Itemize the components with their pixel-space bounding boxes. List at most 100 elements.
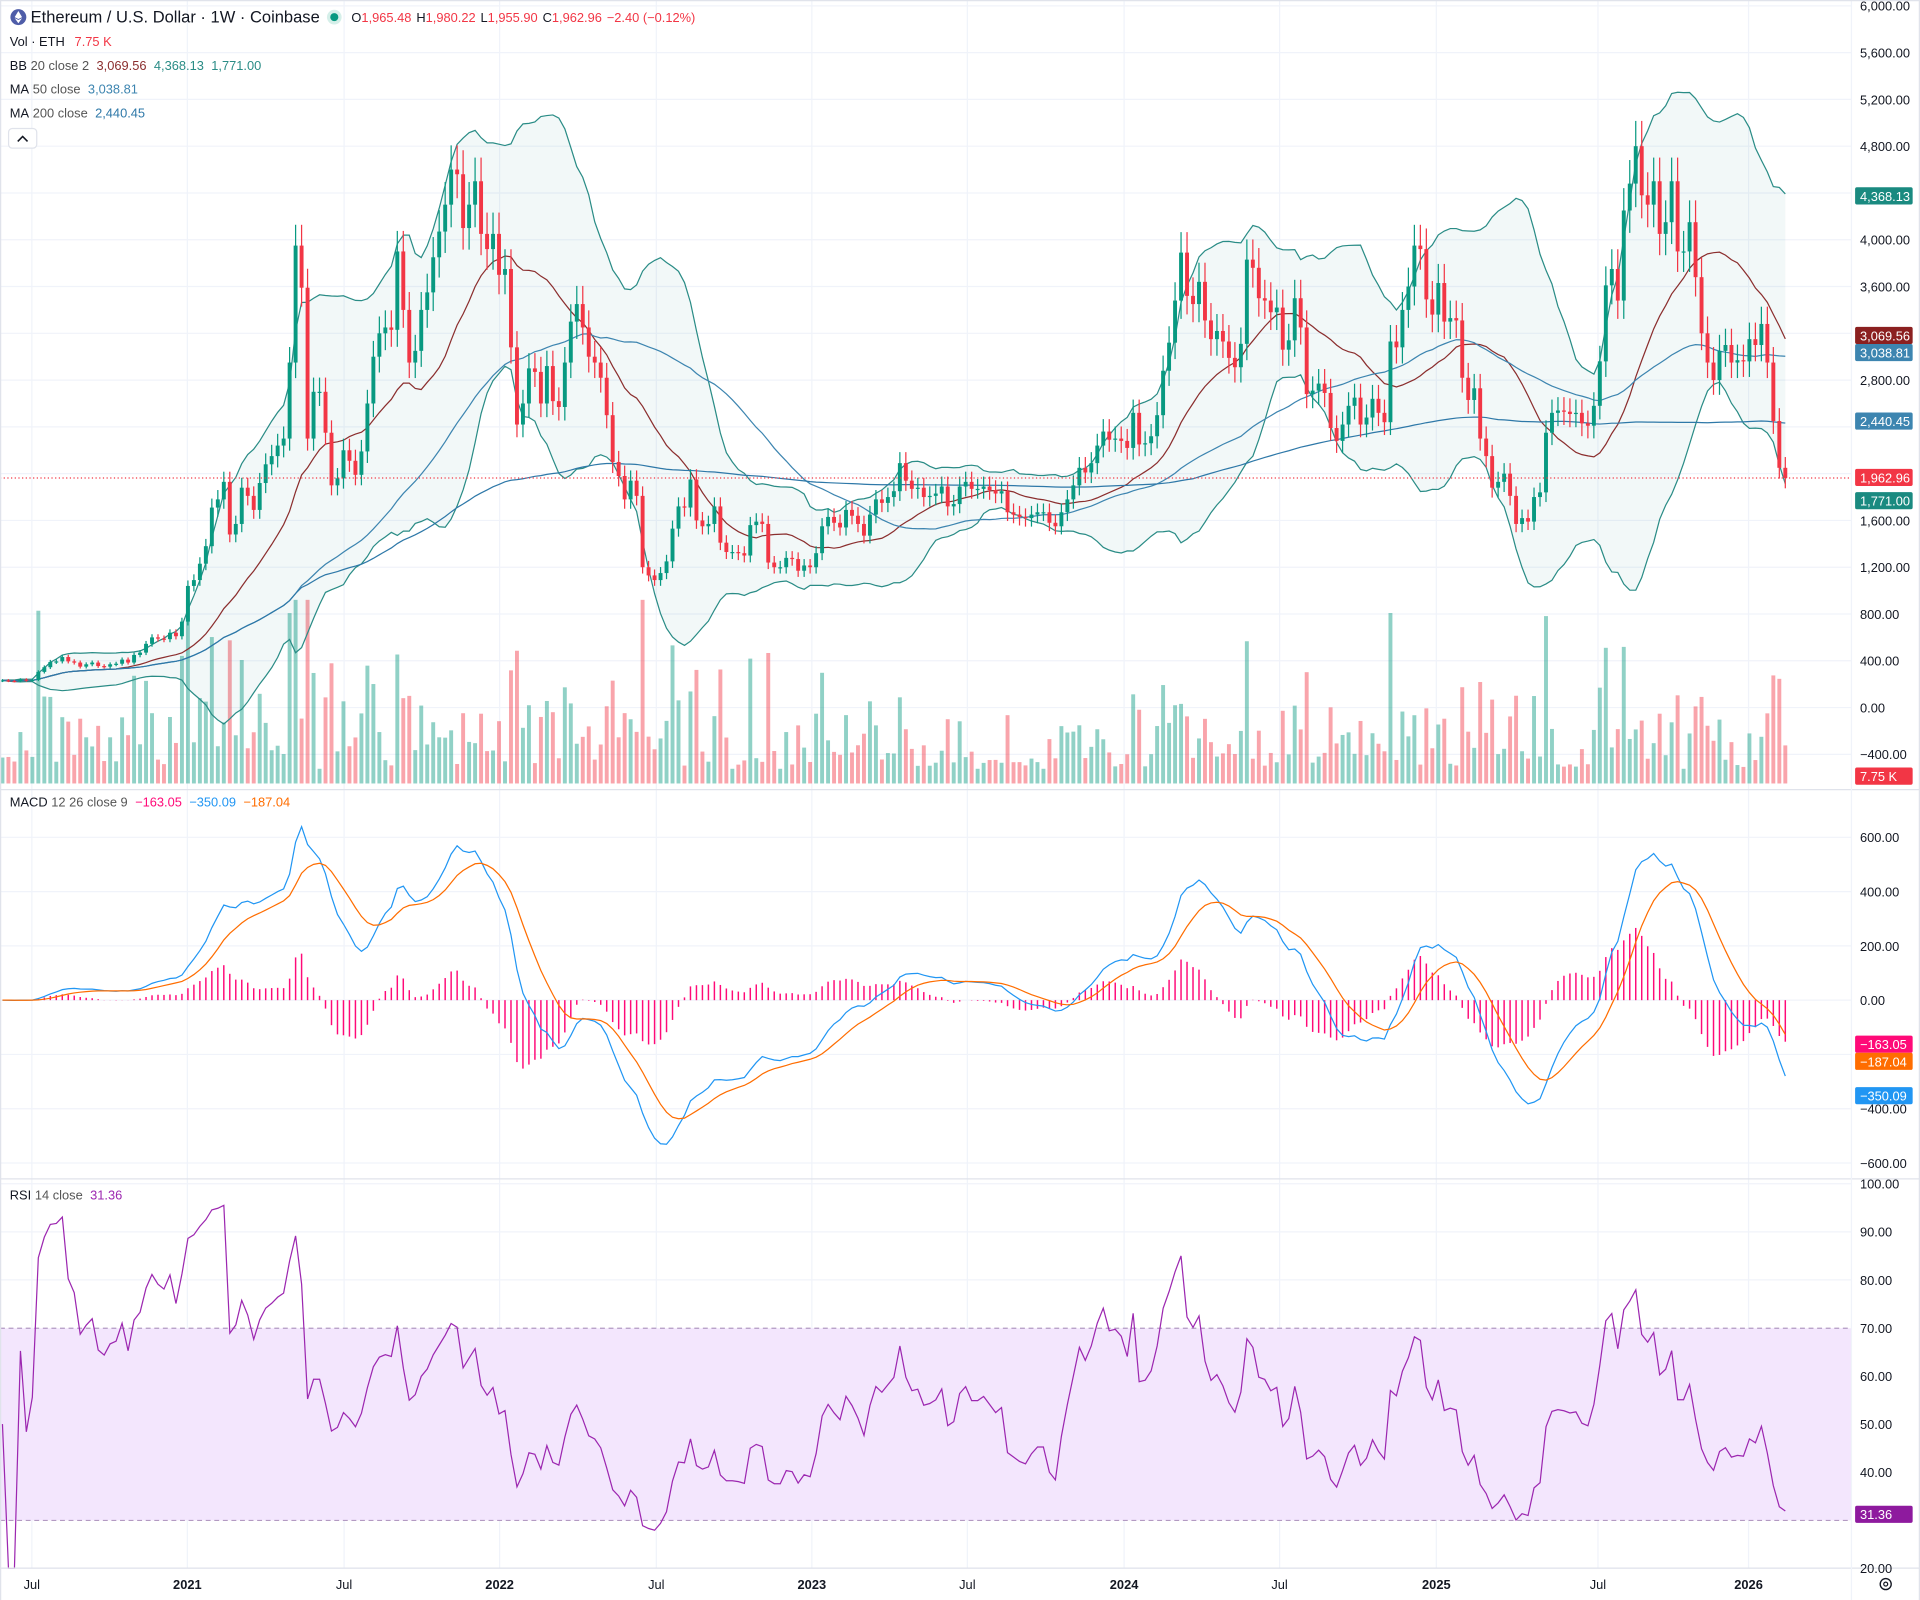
time-axis[interactable]: Jul 2021 Jul 2022 Jul 2023 Jul 2024 Jul 2025 Jul 20… — [24, 1577, 1763, 1592]
collapse-legend-button[interactable] — [7, 127, 38, 149]
candle-body — [969, 481, 974, 489]
symbol-header[interactable]: Ethereum / U.S. Dollar · 1W · Coinbase O… — [10, 8, 695, 27]
volume-bar — [891, 753, 896, 784]
volume-bar — [1203, 718, 1207, 784]
candle-body — [1675, 181, 1680, 252]
gear-icon-center — [1883, 1581, 1889, 1587]
candle-body — [401, 251, 406, 310]
ma50-badge-bg — [1855, 343, 1913, 362]
candle-body — [1256, 267, 1261, 299]
candle-body — [730, 552, 735, 554]
candle-body — [1478, 388, 1483, 439]
candle-body — [1095, 445, 1100, 464]
candle-body — [1490, 456, 1495, 488]
candle-body — [185, 585, 190, 622]
ma50-line — [2, 333, 1786, 682]
volume-bar — [1675, 695, 1680, 784]
volume-bar — [425, 744, 430, 784]
volume-bar — [54, 761, 59, 784]
volume-bar — [1478, 682, 1483, 784]
volume-bar — [1550, 728, 1554, 784]
volume-bar — [1663, 755, 1668, 784]
volume-bar — [1544, 616, 1548, 784]
volume-bar — [269, 750, 274, 784]
volume-bar — [574, 743, 579, 784]
volume-bar — [820, 672, 825, 784]
volume-bar — [48, 696, 53, 784]
volume-bar — [0, 757, 5, 784]
candle-body — [1394, 341, 1399, 348]
volume-bar — [305, 599, 310, 784]
volume-bar — [1149, 754, 1154, 784]
candle-body — [1071, 485, 1076, 500]
candle-body — [550, 366, 555, 402]
price-axis[interactable]: 6,000.00 5,600.00 5,200.00 4,800.00 4,000.00… — [1860, 0, 1910, 762]
candle-body — [1161, 370, 1166, 416]
volume-bar — [66, 721, 71, 784]
macd-axis[interactable]: 600.00 400.00 200.00 0.00 −400.00 −600.00 — [1860, 830, 1907, 1171]
volume-bar — [963, 757, 968, 784]
rsi-pane[interactable] — [1, 1204, 1786, 1569]
candle-body — [1436, 283, 1441, 315]
axis-label: 4,000.00 — [1860, 233, 1910, 248]
candle-body — [873, 499, 878, 515]
bb-legend[interactable]: BB 20 close 2 3,069.56 4,368.13 1,771.00 — [10, 58, 261, 73]
volume-legend[interactable]: Vol · ETH 7.75 K — [10, 34, 112, 49]
volume-bar — [993, 759, 998, 784]
price-badges: 4,368.13 3,069.56 3,038.81 2,440.45 1,962.96… — [1855, 187, 1913, 1523]
volume-bar — [1017, 762, 1022, 784]
chart-settings-button[interactable] — [1879, 1577, 1892, 1591]
macd-legend[interactable]: MACD 12 26 close 9 −163.05 −350.09 −187.04 — [10, 795, 290, 810]
volume-bar — [1280, 710, 1285, 784]
candle-body — [562, 362, 567, 407]
candle-body — [353, 460, 358, 475]
candle-body — [1382, 412, 1387, 423]
volume-bar — [335, 751, 340, 784]
ma50-legend[interactable]: MA 50 close 3,038.81 — [10, 82, 138, 97]
price-pane[interactable] — [0, 91, 1852, 725]
rsi-axis[interactable]: 100.00 90.00 80.00 70.00 60.00 50.00 40.00 20.0… — [1860, 1177, 1899, 1576]
ma200-legend[interactable]: MA 200 close 2,440.45 — [10, 106, 145, 121]
volume-bar — [126, 735, 131, 784]
candle-body — [497, 233, 501, 275]
candle-body — [215, 499, 220, 508]
candle-body — [1322, 383, 1327, 393]
volume-bar — [844, 715, 848, 784]
last-price-badge-bg — [1855, 468, 1913, 486]
volume-bar — [1765, 713, 1770, 784]
candle-body — [1304, 327, 1309, 395]
rsi-line — [1, 1204, 1786, 1569]
candle-body — [1352, 397, 1357, 406]
volume-bar — [1197, 738, 1201, 784]
candle-body — [754, 521, 759, 526]
rsi-legend[interactable]: RSI 14 close 31.36 — [10, 1188, 122, 1203]
candle-body — [736, 552, 741, 554]
volume-bar — [431, 722, 436, 784]
candle-body — [1203, 281, 1207, 321]
volume-bar — [323, 697, 328, 784]
candle-body — [341, 450, 346, 479]
volume-bar — [449, 730, 454, 784]
volume-bar — [808, 761, 813, 784]
volume-bar — [485, 751, 490, 784]
candle-body — [455, 169, 460, 175]
volume-bar — [287, 613, 292, 784]
volume-bar — [1442, 718, 1447, 784]
volume-bar — [586, 726, 591, 784]
volume-bar — [491, 750, 495, 784]
volume-bar — [778, 768, 783, 784]
candle-body — [664, 561, 669, 574]
volume-bar — [347, 746, 352, 784]
axis-label: −400.00 — [1860, 747, 1907, 762]
candle-body — [173, 632, 178, 637]
volume-bar — [503, 761, 507, 784]
candle-body — [1119, 438, 1124, 441]
candle-body — [628, 480, 633, 500]
candle-body — [102, 666, 107, 668]
volume-bar — [544, 700, 549, 784]
volume-bar — [24, 750, 29, 784]
volume-bar — [1095, 729, 1100, 784]
volume-bar — [1406, 736, 1411, 784]
macd-pane[interactable] — [2, 824, 1787, 1145]
